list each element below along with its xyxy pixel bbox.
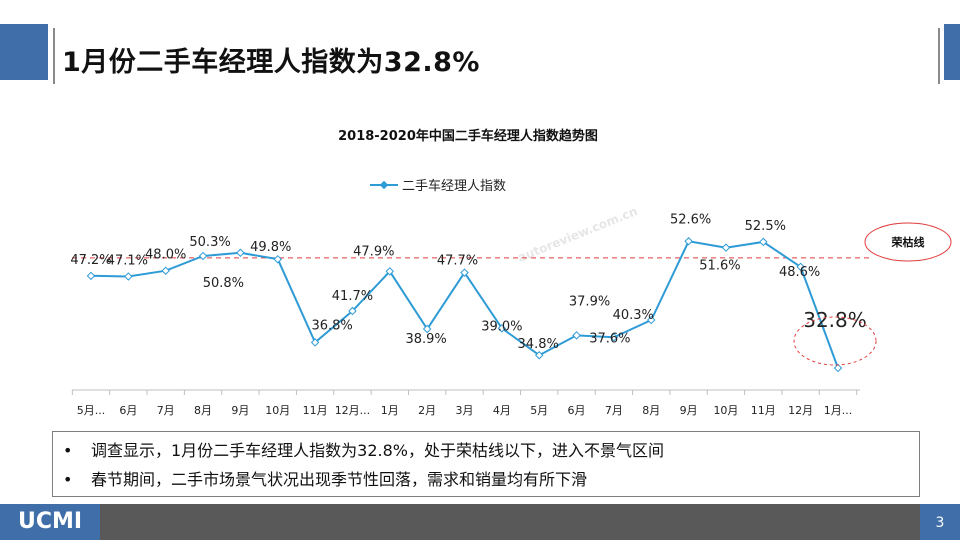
data-point — [86, 271, 96, 281]
x-tick-label: 8月 — [194, 404, 212, 417]
right-accent-bar — [944, 24, 960, 80]
data-point — [647, 315, 656, 325]
title-separator — [53, 28, 55, 84]
title-accent-bar — [0, 24, 48, 80]
note-text: 春节期间，二手市场景气状况出现季节性回落，需求和销量均有所下滑 — [91, 470, 588, 489]
x-tick-label: 2月 — [418, 404, 436, 417]
note-item: • 春节期间，二手市场景气状况出现季节性回落，需求和销量均有所下滑 — [63, 465, 919, 494]
x-tick-label: 1月... — [824, 404, 853, 417]
data-point — [759, 237, 768, 247]
data-point — [385, 267, 395, 276]
x-tick-label: 7月 — [157, 404, 175, 417]
threshold-label: 荣枯线 — [891, 235, 925, 249]
x-tick-label: 4月 — [493, 404, 511, 417]
threshold-label-circle — [864, 222, 952, 262]
note-item: • 调查显示，1月份二手车经理人指数为32.8%，处于荣枯线以下，进入不景气区间 — [63, 436, 919, 465]
bullet-icon: • — [63, 441, 73, 460]
x-tick-label: 5月... — [77, 404, 106, 417]
data-point — [796, 262, 805, 272]
data-label: 38.9% — [405, 332, 446, 347]
legend-series-label: 二手车经理人指数 — [402, 178, 506, 194]
x-tick-label: 12月... — [335, 404, 371, 417]
x-tick-label: 3月 — [456, 404, 474, 417]
x-tick-label: 10月 — [713, 404, 738, 417]
note-text: 调查显示，1月份二手车经理人指数为32.8%，处于荣枯线以下，进入不景气区间 — [91, 441, 665, 460]
x-tick-label: 7月 — [605, 404, 623, 417]
right-separator — [938, 28, 940, 84]
data-label: 47.9% — [353, 244, 394, 259]
x-tick-label: 6月 — [568, 404, 586, 417]
watermark-site: autoreview.com.cn — [516, 204, 640, 265]
data-label: 51.6% — [699, 259, 740, 274]
data-label: 47.2% — [70, 253, 111, 268]
notes-box: • 调查显示，1月份二手车经理人指数为32.8%，处于荣枯线以下，进入不景气区间… — [52, 431, 920, 497]
data-label: 47.1% — [107, 253, 148, 268]
legend-point-marker — [379, 180, 389, 190]
watermark: autoreview.com.cn — [516, 204, 640, 265]
data-point — [721, 243, 731, 252]
data-label: 48.6% — [779, 265, 820, 280]
data-point — [833, 363, 843, 373]
data-label: 48.0% — [145, 248, 186, 263]
data-point — [124, 272, 133, 281]
data-point — [422, 324, 432, 334]
data-point — [273, 254, 282, 264]
x-tick-label: 1月 — [381, 404, 399, 417]
data-label: 36.8% — [311, 318, 352, 333]
data-label: 47.7% — [437, 254, 478, 269]
data-label: 40.3% — [613, 308, 654, 323]
slide-title: 1月份二手车经理人指数为32.8% — [62, 47, 480, 78]
x-tick-label: 8月 — [642, 404, 660, 417]
x-tick-label: 9月 — [231, 404, 249, 417]
data-label: 37.9% — [569, 294, 610, 309]
x-tick-label: 11月 — [751, 404, 776, 417]
bullet-icon: • — [63, 470, 73, 489]
data-point — [684, 237, 693, 246]
x-tick-label: 10月 — [265, 404, 290, 417]
data-point — [161, 266, 170, 275]
data-point — [497, 324, 507, 333]
data-point — [572, 331, 581, 340]
footer-bar — [0, 504, 960, 540]
data-label: 39.0% — [481, 319, 522, 334]
data-point — [348, 306, 357, 316]
trend-chart: 2018-2020年中国二手车经理人指数趋势图 二手车经理人指数 autorev… — [70, 128, 952, 417]
x-tick-label: 9月 — [680, 404, 698, 417]
x-tick-label: 11月 — [303, 404, 328, 417]
data-label: 50.8% — [203, 276, 244, 291]
data-label: 49.8% — [250, 240, 291, 255]
data-label: 34.8% — [518, 337, 559, 352]
data-point — [460, 268, 469, 277]
data-point — [534, 350, 544, 360]
data-point — [198, 251, 208, 261]
data-label: 37.6% — [589, 331, 630, 346]
latest-value-highlight — [793, 316, 877, 366]
chart-title: 2018-2020年中国二手车经理人指数趋势图 — [338, 128, 598, 144]
data-label: 52.5% — [745, 219, 786, 234]
x-tick-label: 6月 — [119, 404, 137, 417]
data-point — [236, 248, 245, 258]
x-tick-label: 5月 — [530, 404, 548, 417]
data-point — [310, 338, 320, 347]
data-label: 32.8% — [803, 308, 867, 332]
data-label: 41.7% — [332, 289, 373, 304]
footer-logo: UCMI — [0, 504, 100, 540]
data-label: 52.6% — [670, 212, 711, 227]
chart-legend: 二手车经理人指数 — [370, 178, 506, 194]
x-tick-label: 12月 — [788, 404, 813, 417]
data-point — [609, 333, 619, 342]
data-label: 50.3% — [189, 235, 230, 250]
page-number: 3 — [920, 504, 960, 540]
